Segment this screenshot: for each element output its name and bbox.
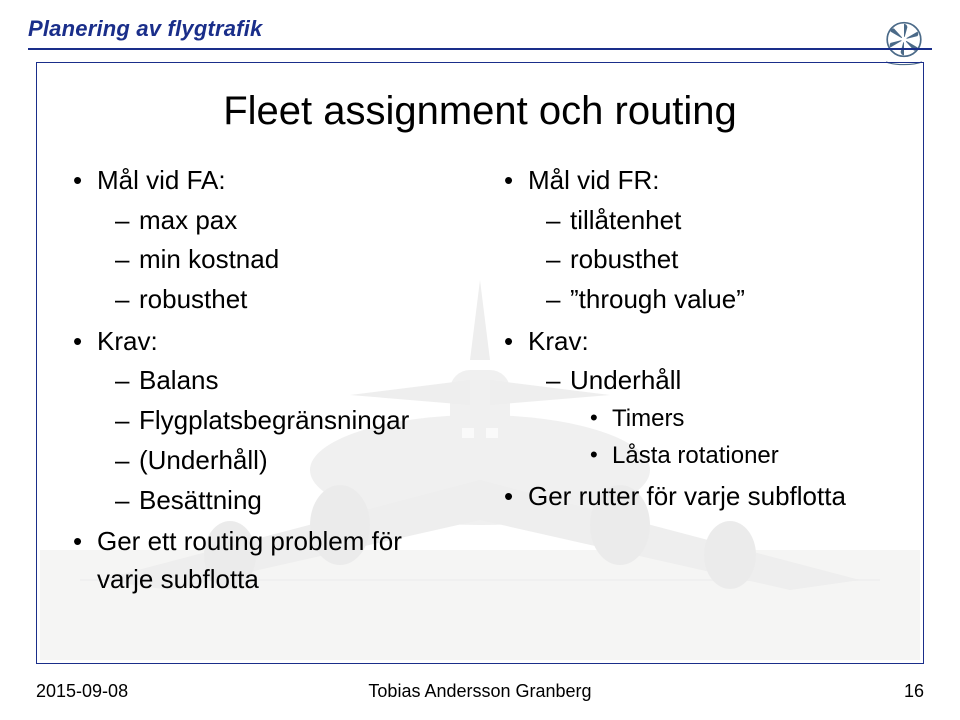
left-column: Mål vid FA: max pax min kostnad robusthet Kr…: [69, 162, 460, 603]
bullet-item: max pax: [113, 202, 460, 240]
bullet-item: Flygplatsbegränsningar: [113, 402, 460, 440]
bullet-label: Ger ett routing problem för varje subflo…: [97, 526, 402, 594]
bullet-item: Krav: Underhåll Timers Låsta rotationer: [500, 323, 891, 474]
slide-title: Fleet assignment och routing: [69, 89, 891, 134]
bullet-item: Underhåll Timers Låsta rotationer: [544, 362, 891, 473]
bullet-label: robusthet: [139, 284, 247, 314]
content-frame: Fleet assignment och routing Mål vid FA:…: [36, 62, 924, 664]
bullet-label: Mål vid FR:: [528, 165, 659, 195]
bullet-item: Ger rutter för varje subflotta: [500, 478, 891, 516]
bullet-label: Besättning: [139, 485, 262, 515]
bullet-item: Mål vid FR: tillåtenhet robusthet ”through …: [500, 162, 891, 319]
bullet-item: min kostnad: [113, 241, 460, 279]
bullet-list-level-3: Timers Låsta rotationer: [588, 402, 891, 474]
bullet-item: robusthet: [113, 281, 460, 319]
bullet-label: Balans: [139, 365, 219, 395]
footer-date: 2015-09-08: [36, 681, 128, 702]
bullet-item: Balans: [113, 362, 460, 400]
bullet-item: robusthet: [544, 241, 891, 279]
bullet-item: ”through value”: [544, 281, 891, 319]
bullet-label: max pax: [139, 205, 237, 235]
header-title: Planering av flygtrafik: [28, 16, 262, 42]
columns: Mål vid FA: max pax min kostnad robusthet Kr…: [69, 162, 891, 603]
right-list: Mål vid FR: tillåtenhet robusthet ”through …: [500, 162, 891, 515]
bullet-label: (Underhåll): [139, 445, 268, 475]
bullet-label: Timers: [612, 405, 684, 432]
bullet-label: min kostnad: [139, 244, 279, 274]
slide-root: Planering av flygtrafik Fleet assignment…: [0, 0, 960, 720]
footer-page: 16: [904, 681, 924, 702]
bullet-item: tillåtenhet: [544, 202, 891, 240]
header-rule: [28, 48, 932, 50]
right-column: Mål vid FR: tillåtenhet robusthet ”through …: [500, 162, 891, 603]
bullet-label: ”through value”: [570, 284, 745, 314]
bullet-label: Flygplatsbegränsningar: [139, 405, 409, 435]
bullet-list-level-2: max pax min kostnad robusthet: [113, 202, 460, 319]
bullet-label: Låsta rotationer: [612, 442, 779, 469]
bullet-item: Besättning: [113, 482, 460, 520]
bullet-item: Låsta rotationer: [588, 439, 891, 474]
footer: 2015-09-08 Tobias Andersson Granberg 16: [36, 681, 924, 702]
footer-author: Tobias Andersson Granberg: [36, 681, 924, 702]
bullet-list-level-2: Balans Flygplatsbegränsningar (Underhåll) B…: [113, 362, 460, 519]
bullet-list-level-2: tillåtenhet robusthet ”through value”: [544, 202, 891, 319]
bullet-label: robusthet: [570, 244, 678, 274]
bullet-label: Ger rutter för varje subflotta: [528, 481, 846, 511]
bullet-item: Krav: Balans Flygplatsbegränsningar (Underh…: [69, 323, 460, 519]
bullet-label: Mål vid FA:: [97, 165, 226, 195]
bullet-label: Underhåll: [570, 365, 681, 395]
bullet-item: (Underhåll): [113, 442, 460, 480]
bullet-list-level-2: Underhåll Timers Låsta rotationer: [544, 362, 891, 473]
bullet-item: Mål vid FA: max pax min kostnad robusthet: [69, 162, 460, 319]
bullet-item: Timers: [588, 402, 891, 437]
bullet-item: Ger ett routing problem för varje subflo…: [69, 523, 460, 598]
bullet-label: Krav:: [528, 326, 589, 356]
bullet-label: tillåtenhet: [570, 205, 681, 235]
bullet-label: Krav:: [97, 326, 158, 356]
left-list: Mål vid FA: max pax min kostnad robusthet Kr…: [69, 162, 460, 599]
